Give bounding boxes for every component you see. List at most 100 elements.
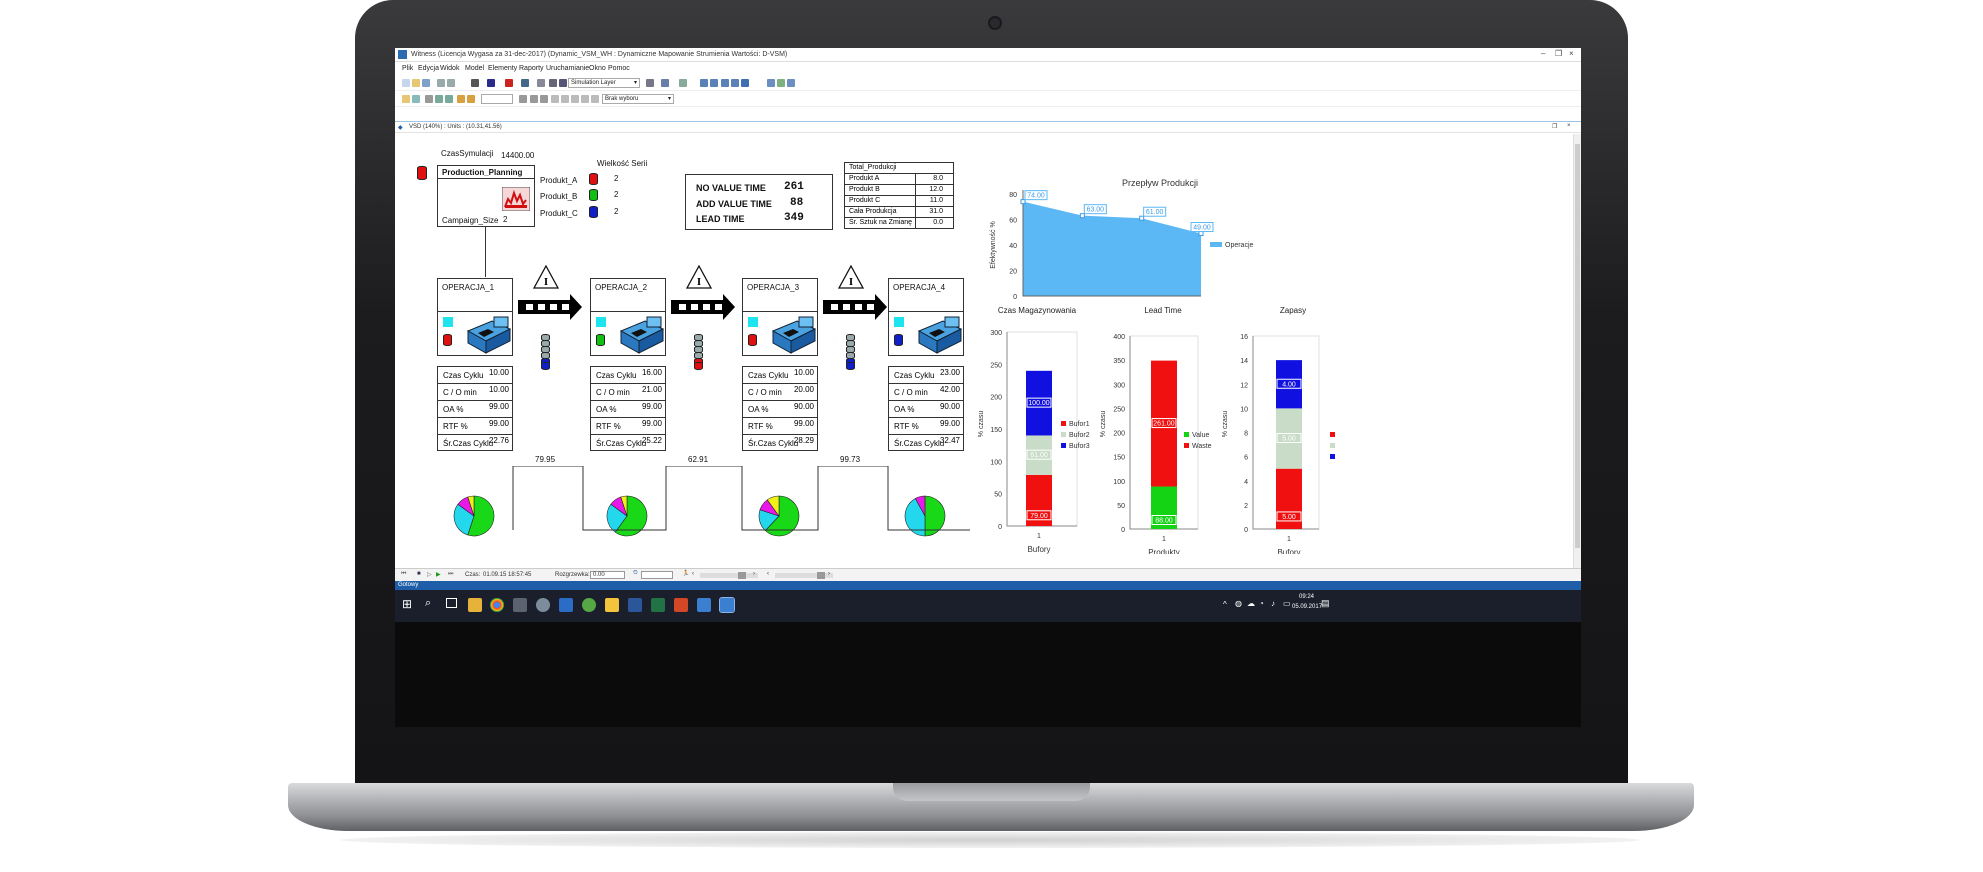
layer-select[interactable]: Simulation Layer ▾: [568, 78, 640, 88]
back-icon[interactable]: [561, 95, 569, 103]
open-icon[interactable]: [412, 79, 420, 87]
conveyor-icon[interactable]: [435, 95, 443, 103]
scrollbar-thumb[interactable]: [1575, 144, 1580, 548]
lock-icon[interactable]: [646, 79, 654, 87]
link-icon[interactable]: [679, 79, 687, 87]
menu-plik[interactable]: Plik: [402, 65, 414, 72]
tray-chevron-icon[interactable]: ^: [1223, 600, 1227, 609]
scroll-left-icon-2[interactable]: ‹: [767, 571, 769, 577]
doc-restore-button[interactable]: ❐: [1552, 124, 1558, 130]
menu-raporty[interactable]: Raporty: [519, 65, 544, 72]
notes-icon[interactable]: [605, 598, 619, 612]
menu-elementy[interactable]: Elementy: [488, 65, 518, 72]
menu-okno[interactable]: Okno: [589, 65, 606, 72]
display-icon[interactable]: [787, 79, 795, 87]
zoom-slider[interactable]: [775, 573, 833, 578]
minimize-button[interactable]: –: [1541, 49, 1546, 58]
scroll-left-icon[interactable]: ‹: [692, 571, 694, 577]
play-icon[interactable]: ▶: [436, 572, 441, 578]
powerpoint-icon[interactable]: [674, 598, 688, 612]
menu-edycja[interactable]: Edycja: [418, 65, 440, 72]
view-icon[interactable]: [767, 79, 775, 87]
scroll-right-icon[interactable]: ›: [753, 571, 755, 577]
notifications-icon[interactable]: ▤: [1321, 598, 1330, 608]
text-color-icon[interactable]: [487, 79, 495, 87]
menu-uruchamianie[interactable]: Uruchamianie: [546, 65, 590, 72]
format-icon[interactable]: [519, 95, 527, 103]
word-icon[interactable]: [628, 598, 642, 612]
end-time-field[interactable]: [641, 571, 673, 579]
witness-taskbar-icon[interactable]: [697, 598, 711, 612]
stop-icon[interactable]: ■: [417, 571, 421, 577]
scroll-right-icon-2[interactable]: ›: [828, 571, 830, 577]
zoom-in-icon[interactable]: [700, 79, 708, 87]
close-button[interactable]: ×: [1569, 49, 1574, 58]
element-icon[interactable]: [402, 95, 410, 103]
operation-box[interactable]: OPERACJA_2: [590, 278, 666, 356]
layout-icon[interactable]: [777, 79, 785, 87]
zoom-slider-thumb[interactable]: [817, 572, 825, 579]
gear-app-icon[interactable]: [536, 598, 550, 612]
doc-close-button[interactable]: ×: [1567, 123, 1571, 129]
flip-icon[interactable]: [581, 95, 589, 103]
font-icon[interactable]: [471, 79, 479, 87]
filter-select[interactable]: Brak wyboru ▾: [602, 94, 674, 104]
group-icon[interactable]: [530, 95, 538, 103]
machine-icon[interactable]: [412, 95, 420, 103]
buffer-icon[interactable]: [425, 95, 433, 103]
rotate-icon[interactable]: [571, 95, 579, 103]
fast-forward-icon[interactable]: ⏭: [448, 571, 454, 577]
redo-icon[interactable]: [447, 79, 455, 87]
green-app-icon[interactable]: [582, 598, 596, 612]
zoom-out-icon[interactable]: [710, 79, 718, 87]
ungroup-icon[interactable]: [540, 95, 548, 103]
task-view-icon[interactable]: [446, 598, 457, 608]
filter-icon[interactable]: [591, 95, 599, 103]
chart-icon[interactable]: [457, 95, 465, 103]
store-icon[interactable]: [559, 598, 573, 612]
menu-model[interactable]: Model: [465, 65, 485, 72]
front-icon[interactable]: [551, 95, 559, 103]
clock-icon[interactable]: ⏲: [633, 570, 638, 576]
vertical-scrollbar[interactable]: [1573, 134, 1581, 568]
line-color-icon[interactable]: [521, 79, 529, 87]
layer-icon[interactable]: [559, 79, 567, 87]
value-field[interactable]: [481, 94, 513, 104]
zoom-window-icon[interactable]: [731, 79, 739, 87]
warmup-field[interactable]: 0.00: [590, 571, 625, 579]
menu-pomoc[interactable]: Pomoc: [608, 65, 630, 72]
menu-widok[interactable]: Widok: [440, 65, 460, 72]
search-icon[interactable]: ⌕: [425, 597, 432, 609]
tool-icon[interactable]: [513, 598, 527, 612]
runner-icon[interactable]: 🏃: [682, 571, 690, 577]
excel-icon[interactable]: [651, 598, 665, 612]
tray-cloud-icon[interactable]: ☁: [1247, 599, 1255, 608]
fill-color-icon[interactable]: [505, 79, 513, 87]
speed-slider-thumb[interactable]: [738, 572, 746, 579]
zoom-select-icon[interactable]: [741, 79, 749, 87]
save-icon[interactable]: [422, 79, 430, 87]
operation-box[interactable]: OPERACJA_1: [437, 278, 513, 356]
part-icon[interactable]: [445, 95, 453, 103]
witness-active-icon[interactable]: [719, 597, 735, 613]
start-icon[interactable]: ⊞: [402, 597, 413, 611]
align-icon[interactable]: [537, 79, 545, 87]
tree-icon[interactable]: [661, 79, 669, 87]
speed-slider[interactable]: [700, 573, 758, 578]
file-explorer-icon[interactable]: [468, 598, 482, 612]
tray-keyboard-icon[interactable]: ▭: [1283, 599, 1291, 608]
operation-box[interactable]: OPERACJA_3: [742, 278, 818, 356]
report-icon[interactable]: [467, 95, 475, 103]
undo-icon[interactable]: [437, 79, 445, 87]
restore-button[interactable]: ❐: [1555, 49, 1563, 58]
zoom-fit-icon[interactable]: [721, 79, 729, 87]
tray-volume-icon[interactable]: ♪: [1271, 599, 1275, 608]
operation-box[interactable]: OPERACJA_4: [888, 278, 964, 356]
grid-icon[interactable]: [549, 79, 557, 87]
new-icon[interactable]: [402, 79, 410, 87]
chrome-icon[interactable]: [490, 598, 504, 612]
tray-network-icon[interactable]: ◍: [1235, 599, 1242, 608]
rewind-icon[interactable]: ⏮: [401, 571, 407, 577]
tray-wifi-icon[interactable]: ◔: [1259, 599, 1264, 608]
production-planning-box[interactable]: Production_Planning Campaign_Size 2: [437, 165, 535, 227]
